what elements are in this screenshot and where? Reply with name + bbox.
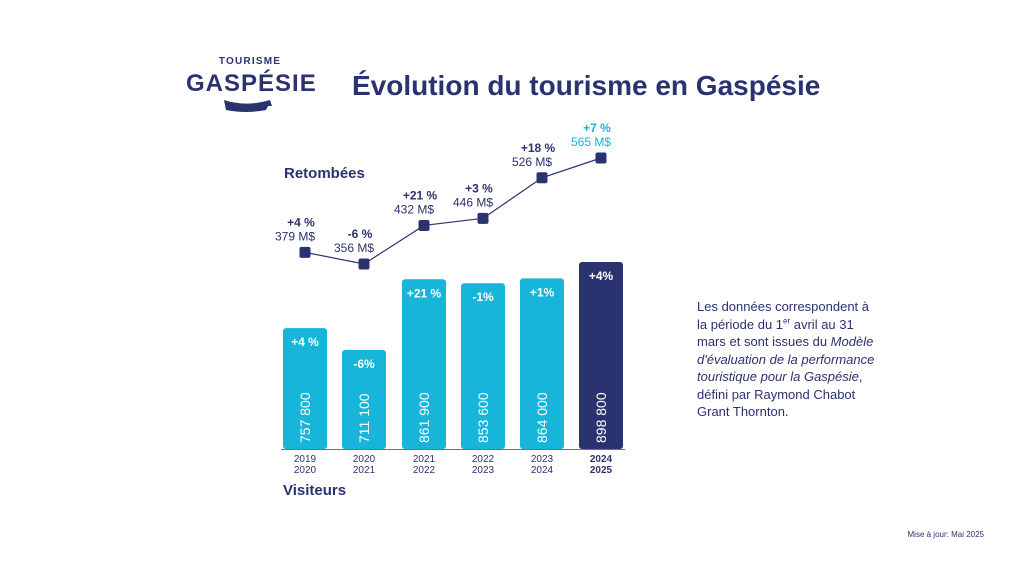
retombees-line xyxy=(304,157,602,265)
retombees-point xyxy=(418,219,430,231)
retombees-change-label: -6 % xyxy=(348,227,373,241)
bar-value-label: 864 000 xyxy=(534,392,550,443)
note-text-2: avril au 31 mars et sont issues du xyxy=(697,316,854,350)
bar-value-label: 853 600 xyxy=(475,392,491,443)
bar-value-label: 898 800 xyxy=(593,392,609,443)
bar-value-label: 757 800 xyxy=(297,392,313,443)
retombees-point xyxy=(358,258,370,270)
note-model-name: Modèle d'évaluation de la performance to… xyxy=(697,334,875,384)
visitor-bar xyxy=(579,262,623,449)
retombees-change-label: +4 % xyxy=(287,215,315,229)
x-tick-label: 2022 xyxy=(472,454,495,465)
x-tick-label: 2023 xyxy=(531,454,554,465)
bar-change-label: -1% xyxy=(472,290,494,304)
x-tick-label: 2024 xyxy=(590,454,613,465)
bar-change-label: +4% xyxy=(589,269,614,283)
visitor-bar xyxy=(342,350,386,449)
logo-big-text: GASPÉSIE xyxy=(186,70,317,97)
logo-swoosh-icon xyxy=(224,100,272,112)
note-text-1: Les données correspondent à la période d… xyxy=(697,299,870,332)
note-sup: er xyxy=(783,316,791,326)
visitor-bar xyxy=(461,283,505,449)
visitor-bar xyxy=(402,279,446,449)
retombees-value-label: 356 M$ xyxy=(334,241,374,255)
retombees-value-label: 526 M$ xyxy=(512,155,552,169)
bar-change-label: +4 % xyxy=(291,335,319,349)
note-text-3: , défini par Raymond Chabot Grant Thornt… xyxy=(697,369,863,419)
x-tick-label: 2024 xyxy=(531,465,554,476)
visiteurs-label: Visiteurs xyxy=(283,482,347,499)
x-tick-label: 2020 xyxy=(353,454,376,465)
x-tick-label: 2022 xyxy=(413,465,436,476)
retombees-point xyxy=(477,212,489,224)
visitor-bar xyxy=(283,328,327,449)
x-tick-label: 2021 xyxy=(413,454,436,465)
x-tick-label: 2023 xyxy=(472,465,495,476)
retombees-value-label: 446 M$ xyxy=(453,195,493,209)
updated-date: Mise à jour: Mai 2025 xyxy=(907,530,984,539)
tourisme-gaspesie-logo: TOURISME GASPÉSIE xyxy=(186,56,317,118)
x-tick-label: 2019 xyxy=(294,454,317,465)
bar-change-label: -6% xyxy=(353,357,375,371)
retombees-change-label: +3 % xyxy=(465,181,493,195)
page-title: Évolution du tourisme en Gaspésie xyxy=(352,70,821,101)
bar-value-label: 711 100 xyxy=(356,393,372,443)
retombees-value-label: 565 M$ xyxy=(571,135,611,149)
retombees-point xyxy=(299,246,311,258)
bar-change-label: +1% xyxy=(530,285,555,299)
data-source-note: Les données correspondent à la période d… xyxy=(697,298,882,421)
retombees-value-label: 432 M$ xyxy=(394,202,434,216)
retombees-value-label: 379 M$ xyxy=(275,229,315,243)
retombees-change-label: +18 % xyxy=(521,141,556,155)
retombees-point xyxy=(595,152,607,164)
retombees-change-label: +21 % xyxy=(403,188,438,202)
bar-change-label: +21 % xyxy=(407,286,442,300)
visitor-bar xyxy=(520,278,564,449)
retombees-change-label: +7 % xyxy=(583,121,611,135)
retombees-point xyxy=(536,172,548,184)
bar-value-label: 861 900 xyxy=(416,392,432,443)
x-tick-label: 2021 xyxy=(353,465,376,476)
logo-small-text: TOURISME xyxy=(218,56,282,67)
x-tick-label: 2025 xyxy=(590,465,613,476)
retombees-label: Retombées xyxy=(284,165,365,182)
x-tick-label: 2020 xyxy=(294,465,317,476)
